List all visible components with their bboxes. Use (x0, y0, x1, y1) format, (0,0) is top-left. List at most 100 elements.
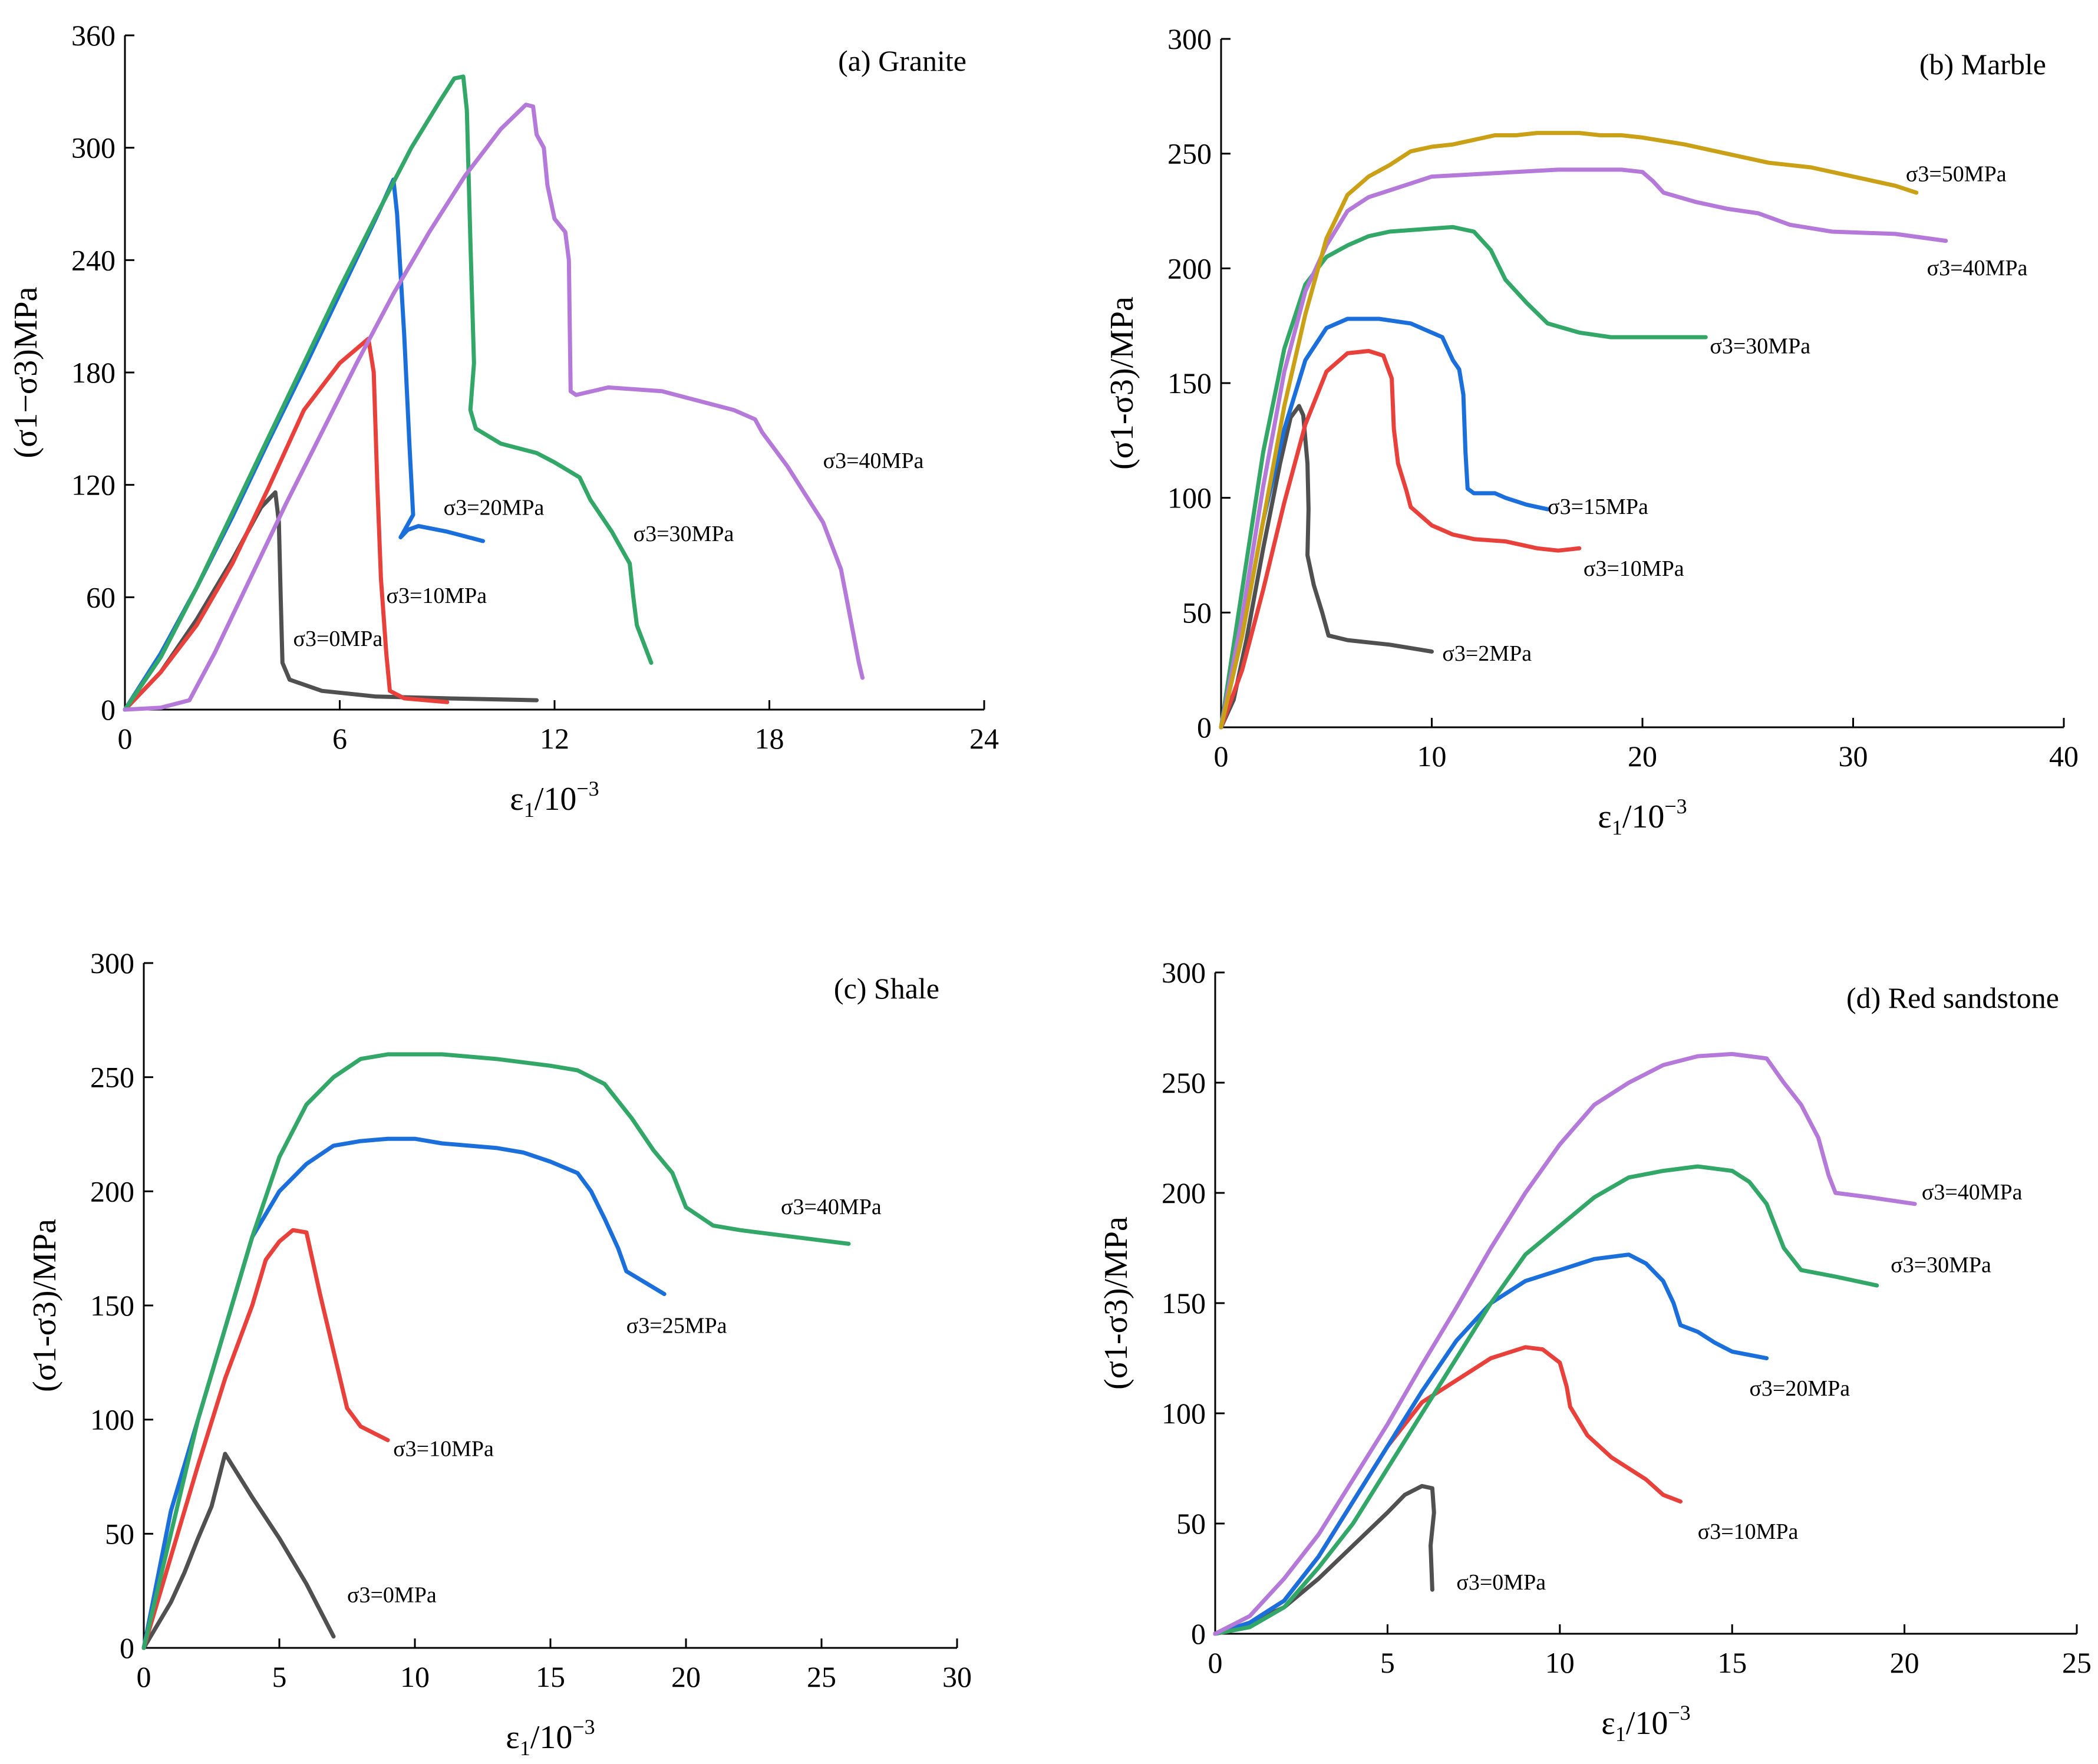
x-axis-title: ε1/10−3 (1601, 1701, 1690, 1746)
series-label: σ3=30MPa (634, 522, 734, 546)
x-tick-label: 12 (540, 722, 569, 755)
y-tick-label: 50 (1176, 1507, 1206, 1540)
y-tick-label: 120 (71, 469, 116, 502)
y-tick-label: 100 (1162, 1397, 1206, 1430)
x-tick-label: 5 (272, 1660, 287, 1693)
x-axis-title: ε1/10−3 (1598, 794, 1687, 839)
y-axis-title: (σ1−σ3)MPa (8, 286, 44, 458)
y-tick-label: 300 (1167, 22, 1212, 55)
y-tick-label: 150 (1167, 367, 1212, 400)
series-label: σ3=40MPa (781, 1195, 882, 1219)
y-tick-label: 250 (1162, 1066, 1206, 1099)
x-tick-label: 15 (536, 1660, 565, 1693)
x-tick-label: 6 (332, 722, 347, 755)
y-tick-label: 300 (90, 947, 134, 980)
series-line (1213, 1164, 1879, 1636)
series-label: σ3=10MPa (386, 583, 487, 608)
panel-title: (d) Red sandstone (1846, 981, 2059, 1014)
series-line (1219, 349, 1582, 730)
series-line (1213, 1051, 1917, 1636)
panel-title: (b) Marble (1919, 48, 2046, 81)
series-label: σ3=25MPa (626, 1313, 727, 1338)
y-tick-label: 250 (90, 1061, 134, 1094)
series-label: σ3=30MPa (1891, 1253, 1991, 1278)
y-tick-label: 200 (1167, 252, 1212, 285)
series-label: σ3=10MPa (1584, 556, 1684, 581)
series-line (1219, 316, 1550, 730)
y-axis-title: (σ1-σ3)/MPa (27, 1219, 63, 1392)
x-tick-label: 24 (969, 722, 999, 755)
series-line (123, 103, 865, 712)
y-tick-label: 180 (71, 356, 116, 389)
series-line (123, 74, 654, 712)
y-tick-label: 100 (1167, 482, 1212, 515)
y-tick-label: 0 (101, 693, 116, 726)
x-tick-label: 20 (671, 1660, 701, 1693)
x-axis-title: ε1/10−3 (510, 777, 599, 822)
x-tick-label: 30 (1839, 740, 1868, 773)
series-label: σ3=10MPa (393, 1437, 494, 1462)
x-tick-label: 25 (807, 1660, 836, 1693)
series-label: σ3=20MPa (444, 496, 545, 520)
y-tick-label: 0 (1191, 1617, 1206, 1650)
series-label: σ3=2MPa (1442, 641, 1532, 666)
x-tick-label: 5 (1380, 1646, 1395, 1679)
series-line (1219, 225, 1708, 730)
x-tick-label: 18 (755, 722, 784, 755)
x-tick-label: 10 (400, 1660, 430, 1693)
series-label: σ3=10MPa (1698, 1519, 1799, 1544)
series-label: σ3=40MPa (1922, 1180, 2023, 1205)
series-line (1219, 404, 1434, 730)
x-tick-label: 0 (1208, 1646, 1223, 1679)
y-tick-label: 300 (71, 131, 116, 164)
series-line (1219, 131, 1919, 730)
series-line (141, 1228, 390, 1650)
series-line (141, 1452, 336, 1650)
chart-marble: 0 10 20 30 40 0 50 100 150 200 250 300 (b) Marble ε1/… (1104, 22, 2079, 839)
y-tick-label: 200 (1162, 1176, 1206, 1209)
x-tick-label: 15 (1717, 1646, 1747, 1679)
series-line (123, 337, 450, 712)
series-line (1213, 1252, 1769, 1636)
x-tick-label: 10 (1545, 1646, 1575, 1679)
y-tick-label: 360 (71, 19, 116, 52)
y-tick-label: 50 (1182, 596, 1212, 629)
y-tick-label: 0 (120, 1631, 134, 1664)
x-tick-label: 30 (942, 1660, 972, 1693)
series-label: σ3=40MPa (1927, 256, 2028, 281)
x-tick-label: 20 (1890, 1646, 1919, 1679)
y-tick-label: 250 (1167, 137, 1212, 170)
y-tick-label: 150 (90, 1289, 134, 1322)
series-label: σ3=50MPa (1906, 161, 2007, 186)
y-tick-label: 0 (1197, 711, 1212, 744)
series-line (1219, 167, 1948, 730)
series-label: σ3=20MPa (1749, 1376, 1850, 1401)
x-tick-label: 20 (1628, 740, 1657, 773)
y-tick-label: 50 (105, 1517, 134, 1550)
series-line (1213, 1345, 1683, 1636)
series-label: σ3=0MPa (1456, 1570, 1546, 1595)
y-tick-label: 100 (90, 1403, 134, 1436)
series-line (123, 490, 539, 712)
series-label: σ3=0MPa (347, 1583, 437, 1608)
y-tick-label: 240 (71, 243, 116, 276)
x-tick-label: 0 (137, 1660, 151, 1693)
y-tick-label: 300 (1162, 956, 1206, 989)
x-axis-title: ε1/10−3 (506, 1715, 595, 1760)
y-axis-title: (σ1-σ3)/MPa (1098, 1216, 1134, 1390)
x-tick-label: 25 (2062, 1646, 2092, 1679)
series-label: σ3=0MPa (293, 627, 383, 651)
series-line (141, 1052, 851, 1650)
series-label: σ3=40MPa (823, 449, 924, 473)
x-tick-label: 0 (118, 722, 133, 755)
series-label: σ3=30MPa (1710, 334, 1810, 358)
x-tick-label: 40 (2049, 740, 2079, 773)
y-tick-label: 60 (86, 581, 116, 614)
y-tick-label: 150 (1162, 1287, 1206, 1320)
y-tick-label: 200 (90, 1175, 134, 1208)
